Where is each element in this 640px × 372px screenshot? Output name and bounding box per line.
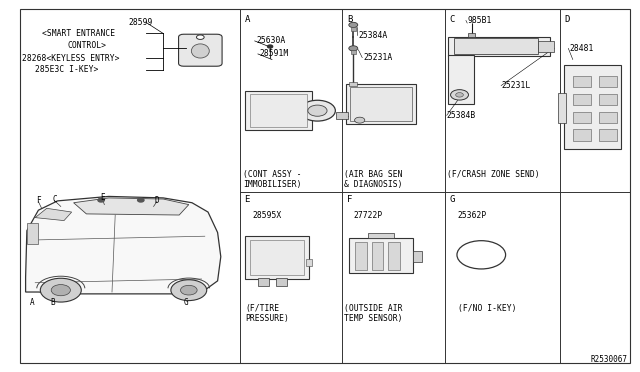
Text: 28481: 28481 [570,44,594,53]
Bar [468,33,475,37]
Polygon shape [74,198,189,215]
Text: 28268<KEYLESS ENTRY>: 28268<KEYLESS ENTRY> [22,54,120,63]
Text: F: F [347,195,352,204]
Text: IMMOBILISER): IMMOBILISER) [243,180,301,189]
Text: 28591M: 28591M [259,49,289,58]
FancyBboxPatch shape [179,34,222,66]
Text: 25384A: 25384A [358,31,388,40]
Circle shape [171,280,207,301]
Bar [599,112,617,123]
Bar [599,76,617,87]
Text: 28595X: 28595X [253,211,282,220]
Bar [336,112,348,119]
Bar [372,242,383,270]
Bar [538,41,554,52]
Bar [413,251,422,262]
Bar [276,278,287,286]
Bar [350,87,412,121]
Bar [454,38,538,54]
Bar [599,129,617,141]
Text: B: B [347,15,352,24]
Text: PRESSURE): PRESSURE) [245,314,289,323]
Text: (F/NO I-KEY): (F/NO I-KEY) [458,304,516,313]
Text: C: C [52,195,57,203]
Text: (AIR BAG SEN: (AIR BAG SEN [344,170,403,179]
Bar [250,240,304,275]
Text: (F/TIRE: (F/TIRE [245,304,279,313]
Bar [245,236,309,279]
Text: 27722P: 27722P [354,211,383,220]
Circle shape [355,117,365,123]
Text: D: D [154,196,159,205]
Text: <SMART ENTRANCE: <SMART ENTRANCE [42,29,115,38]
Text: G: G [183,298,188,307]
Text: 25630A: 25630A [256,36,285,45]
Circle shape [268,45,273,48]
Bar [355,242,367,270]
Bar [250,94,307,127]
Circle shape [300,100,335,121]
Bar [573,76,591,87]
Text: TEMP SENSOR): TEMP SENSOR) [344,314,403,323]
Text: A: A [29,298,35,307]
Circle shape [98,198,104,202]
Circle shape [451,90,468,100]
Bar [599,94,617,105]
Circle shape [40,278,81,302]
Text: (CONT ASSY -: (CONT ASSY - [243,170,301,179]
Bar [573,112,591,123]
Text: 25231L: 25231L [501,81,531,90]
Text: 285E3C I-KEY>: 285E3C I-KEY> [35,65,99,74]
Bar [368,232,394,238]
Polygon shape [448,55,474,104]
Text: & DIAGNOSIS): & DIAGNOSIS) [344,180,403,189]
Bar [573,129,591,141]
Text: 25362P: 25362P [458,211,487,220]
Ellipse shape [191,44,209,58]
Circle shape [456,93,463,97]
Polygon shape [35,208,72,221]
Text: C: C [449,15,454,24]
Bar [564,65,621,149]
Circle shape [180,285,197,295]
Circle shape [349,46,358,51]
Bar [245,91,312,130]
Bar [346,84,416,124]
Circle shape [138,198,144,202]
Bar [349,238,413,273]
Text: F: F [36,196,41,205]
Bar [388,242,400,270]
Bar [306,259,312,266]
Bar [351,50,356,54]
Polygon shape [26,196,221,294]
Bar [258,278,269,286]
Bar [351,27,356,31]
Circle shape [51,285,70,296]
Text: 25384B: 25384B [447,111,476,120]
Bar [573,94,591,105]
Text: CONTROL>: CONTROL> [67,41,106,50]
Text: 28599: 28599 [128,18,152,27]
Bar [27,223,38,244]
Text: E: E [244,195,250,204]
Bar [558,93,566,123]
Text: (F/CRASH ZONE SEND): (F/CRASH ZONE SEND) [447,170,540,179]
Polygon shape [448,37,550,56]
Text: A: A [244,15,250,24]
Text: (OUTSIDE AIR: (OUTSIDE AIR [344,304,403,313]
Text: 985B1: 985B1 [467,16,492,25]
Circle shape [349,22,358,28]
Circle shape [196,35,204,39]
Bar [349,82,357,86]
Circle shape [308,105,327,116]
Text: D: D [564,15,570,24]
Text: E: E [100,193,105,202]
Text: B: B [50,298,55,307]
Text: 25231A: 25231A [364,53,393,62]
Text: G: G [449,195,454,204]
Text: 98820: 98820 [360,92,384,101]
Text: R2530067: R2530067 [590,355,627,364]
Circle shape [457,241,506,269]
